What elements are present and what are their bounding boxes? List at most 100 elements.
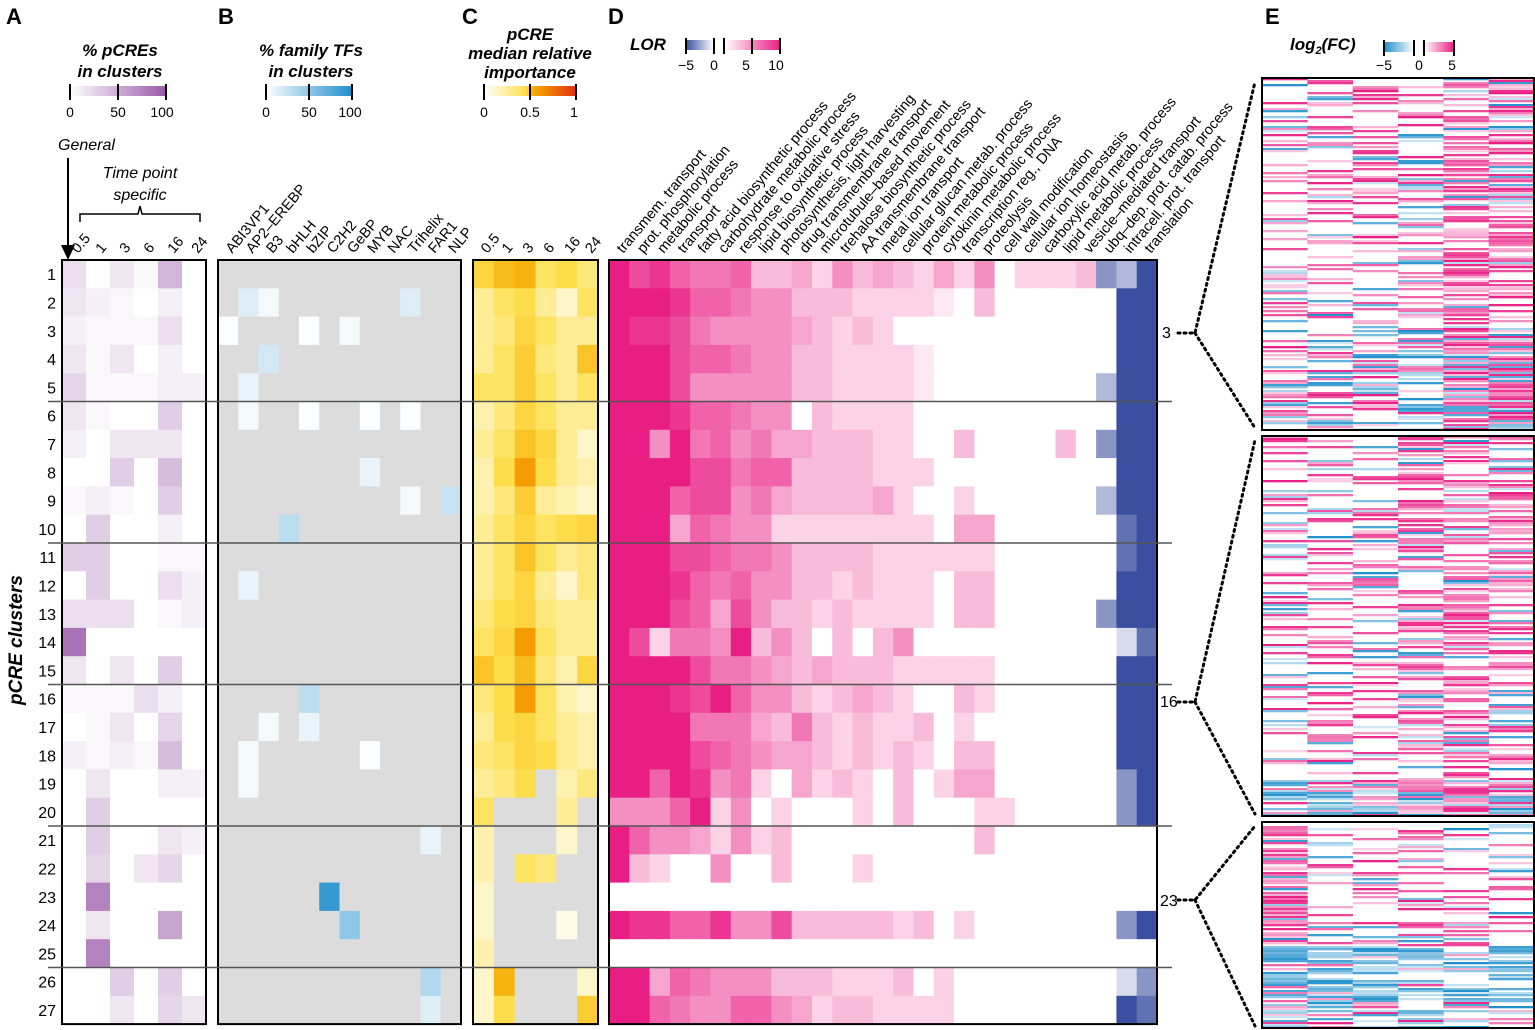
panel-b-cell-r10-c1 [218, 514, 239, 544]
panel-b-cell-r21-c6 [319, 826, 341, 855]
panel-e-block1-strip [1352, 288, 1399, 291]
panel-e-block2-strip [1262, 490, 1308, 493]
panel-a-cell-r25-c2 [86, 939, 111, 969]
panel-e-block1-strip [1307, 212, 1354, 215]
panel-e-block2-strip [1443, 534, 1490, 537]
panel-e-block3-strip [1488, 968, 1535, 971]
panel-e-block2-strip [1398, 570, 1444, 573]
panel-e-block1-strip [1488, 256, 1535, 259]
panel-e-block2-strip [1488, 788, 1535, 791]
panel-b-cell-r24-c2 [238, 910, 260, 940]
panel-e-block1-strip [1262, 126, 1308, 129]
panel-e-block2-strip [1352, 726, 1399, 729]
panel-e-block2-strip [1262, 732, 1308, 735]
panel-e-block1-strip [1352, 392, 1399, 395]
panel-e-block3-strip [1443, 1000, 1490, 1003]
panel-e-block2-strip [1398, 698, 1444, 701]
panel-e-block1-strip [1398, 198, 1444, 201]
panel-e-block1-strip [1398, 100, 1444, 103]
panel-d-cell-r9-c21 [1014, 486, 1036, 516]
panel-d-cell-r15-c22 [1035, 656, 1057, 686]
panel-d-cell-r4-c4 [669, 344, 691, 374]
annotation-general: General [58, 137, 115, 154]
panel-e-block2-strip [1443, 642, 1490, 645]
panel-a-cell-r21-c1 [62, 826, 87, 855]
panel-b-cell-r25-c3 [258, 939, 280, 969]
panel-b-cell-r5-c2 [238, 373, 260, 403]
panel-d-cell-r2-c4 [669, 288, 691, 318]
panel-d-cell-r4-c17 [933, 344, 955, 374]
panel-d-cell-r13-c18 [954, 599, 975, 629]
panel-c-cell-r1-c2 [493, 260, 516, 289]
panel-e-block1-strip [1488, 418, 1535, 421]
panel-c-cell-r24-c3 [514, 910, 537, 940]
panel-e-block3-strip [1262, 932, 1308, 935]
panel-b-cell-r6-c4 [278, 401, 300, 431]
row-label-17: 17 [38, 720, 56, 737]
panel-c-cell-r25-c2 [493, 939, 516, 969]
panel-e-block2-strip [1398, 788, 1444, 791]
panel-b-cell-r24-c8 [359, 910, 381, 940]
panel-e-block3-strip [1262, 946, 1308, 949]
panel-e-block3-strip [1443, 992, 1490, 995]
panel-e-block3-strip [1398, 890, 1444, 893]
panel-d-cell-r13-c24 [1075, 599, 1097, 629]
panel-c-cell-r21-c5 [556, 826, 578, 855]
panel-e-block2-strip [1307, 598, 1354, 601]
panel-a-cell-r6-c4 [134, 401, 159, 431]
panel-e-block2-strip [1443, 480, 1490, 483]
panel-e-block2-strip [1262, 676, 1308, 679]
panel-b-cell-r4-c4 [278, 344, 300, 374]
panel-e-block1-strip [1307, 316, 1354, 319]
panel-d-cell-r6-c26 [1116, 401, 1138, 431]
panel-e-block2-strip [1443, 646, 1490, 649]
panel-b-cell-r27-c10 [400, 995, 422, 1025]
panel-d-cell-r5-c1 [609, 373, 630, 403]
panel-d-cell-r6-c21 [1014, 401, 1036, 431]
panel-e-block3-strip [1262, 980, 1308, 983]
panel-e-block3-strip [1398, 1022, 1444, 1025]
panel-e-block3-strip [1398, 1014, 1444, 1017]
panel-e-block1-strip [1262, 390, 1308, 393]
panel-b-cell-r4-c5 [299, 344, 320, 374]
panel-c-cell-r16-c4 [535, 684, 557, 714]
panel-d-cell-r23-c20 [994, 882, 1016, 912]
panel-e-block1-strip [1488, 348, 1535, 351]
panel-d-cell-r27-c23 [1055, 995, 1077, 1025]
legend-b-tick-100: 100 [338, 104, 362, 120]
panel-d-cell-r2-c17 [933, 288, 955, 318]
panel-c-cell-r27-c6 [577, 995, 599, 1025]
panel-e-block3-strip [1352, 1010, 1399, 1013]
panel-e-block2-strip [1443, 636, 1490, 639]
panel-e-block1-strip [1488, 378, 1535, 381]
panel-e-block1-strip [1488, 238, 1535, 241]
panel-e-block1-strip [1488, 398, 1535, 401]
panel-e-block3-strip [1443, 938, 1490, 941]
panel-e-block1-strip [1262, 116, 1308, 119]
panel-e-block3-strip [1443, 902, 1490, 905]
panel-e-block1-strip [1443, 148, 1490, 151]
panel-e-block3-strip [1352, 970, 1399, 973]
panel-e-block1-strip [1488, 386, 1535, 389]
panel-d-cell-r18-c1 [609, 741, 630, 770]
panel-d-cell-r10-c8 [751, 514, 772, 544]
panel-e-block2-strip [1262, 644, 1308, 647]
panel-e-block1-strip [1352, 250, 1399, 253]
panel-a-cell-r8-c3 [110, 458, 135, 487]
panel-e-block3-strip [1398, 836, 1444, 839]
panel-d-cell-r27-c17 [933, 995, 955, 1025]
panel-d-cell-r15-c13 [852, 656, 874, 686]
panel-e-block2-strip [1443, 600, 1490, 603]
panel-b-cell-r13-c11 [420, 599, 442, 629]
panel-e-block2-strip [1352, 810, 1399, 813]
panel-e-block2-strip [1307, 510, 1354, 513]
panel-e-block2-strip [1398, 720, 1444, 723]
panel-e-block1-strip [1488, 152, 1535, 155]
panel-e-block1-strip [1262, 380, 1308, 383]
panel-e-block3-strip [1307, 866, 1354, 869]
panel-e-block2-strip [1443, 594, 1490, 597]
panel-e-block2-strip [1352, 802, 1399, 805]
panel-c-cell-r9-c1 [473, 486, 495, 516]
panel-e-block2-strip [1262, 628, 1308, 631]
panel-e-block1-strip [1443, 390, 1490, 393]
